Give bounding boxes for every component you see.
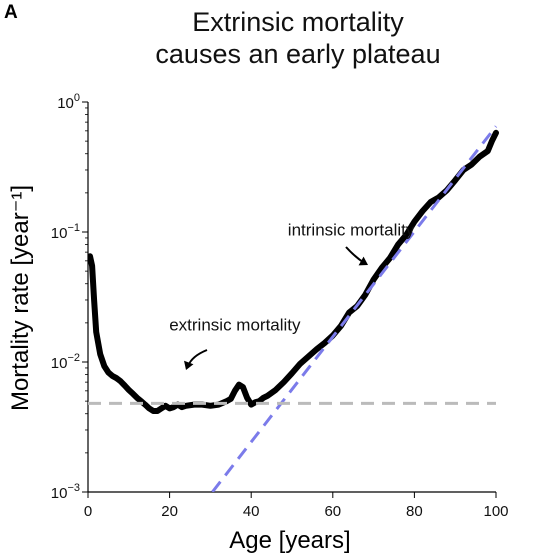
chart-title: Extrinsic mortality causes an early plat… [88,6,508,70]
chart-title-line-1: Extrinsic mortality [192,7,404,37]
y-tick-label: 10−3 [51,482,80,502]
x-tick-label: 0 [84,503,92,520]
y-tick-label: 10−2 [51,352,80,372]
series-group [88,125,499,492]
x-tick-label: 80 [406,503,423,520]
arrow-extrinsic-head [184,360,194,370]
x-tick-label: 40 [243,503,260,520]
annotations: intrinsic mortality extrinsic mortality [169,220,415,370]
y-axis-title: Mortality rate [year⁻¹] [7,185,34,411]
panel-label: A [4,2,18,23]
mortality-data-line [88,129,499,414]
x-tick-label: 100 [483,503,508,520]
y-tick-label: 10−1 [51,222,80,242]
arrow-intrinsic-head [358,256,368,266]
axes: 0 20 40 60 80 100 10−3 10−2 10−1 100 [51,92,509,520]
x-axis-title: Age [years] [229,527,350,554]
annotation-intrinsic-mortality: intrinsic mortality [288,220,415,239]
annotation-extrinsic-mortality: extrinsic mortality [169,315,301,334]
y-tick-label: 100 [57,92,80,112]
chart-title-line-2: causes an early plateau [155,39,441,69]
x-tick-label: 60 [324,503,341,520]
x-tick-label: 20 [161,503,178,520]
intrinsic-fit-line [211,125,498,492]
